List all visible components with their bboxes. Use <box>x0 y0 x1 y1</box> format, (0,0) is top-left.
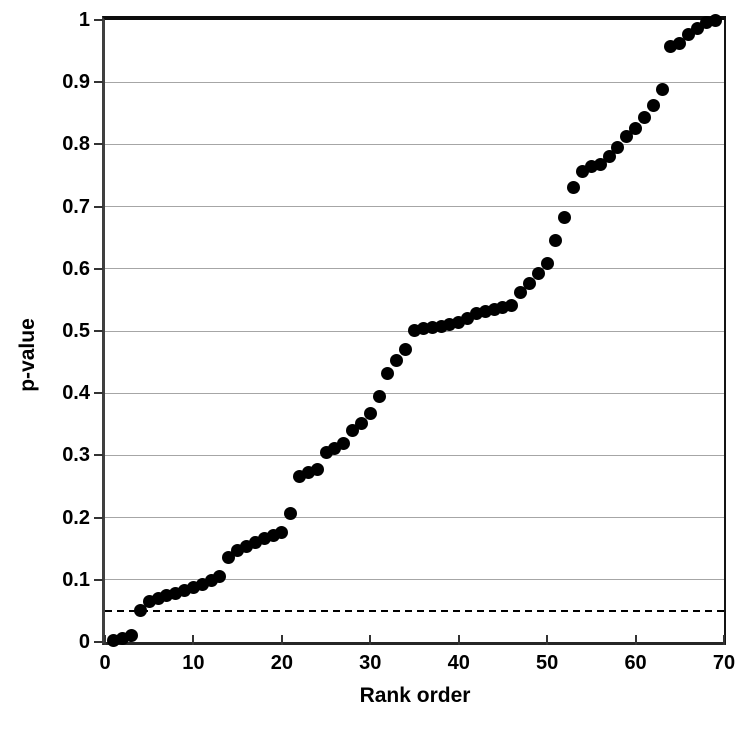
data-point <box>399 343 413 357</box>
y-axis-tick-label: 0.7 <box>62 195 90 218</box>
y-axis-tick <box>94 205 103 208</box>
horizontal-gridline <box>105 143 724 145</box>
x-axis-tick <box>457 635 460 645</box>
data-point <box>655 83 669 97</box>
y-axis-title: p-value <box>16 318 39 392</box>
y-axis-tick-label: 0.9 <box>62 71 90 94</box>
data-point <box>602 150 616 164</box>
plot-area <box>102 13 726 647</box>
data-point <box>363 407 377 421</box>
y-axis-tick-label: 0.5 <box>62 320 90 342</box>
data-point <box>593 157 607 171</box>
y-axis-tick <box>94 330 103 332</box>
y-axis-tick-label: 0.1 <box>62 568 90 591</box>
data-point <box>522 277 536 291</box>
y-axis-tick-label: 0.6 <box>62 257 90 280</box>
significance-threshold-line <box>105 609 724 612</box>
data-point <box>637 111 651 125</box>
data-point <box>275 526 289 540</box>
data-point <box>620 130 634 144</box>
x-axis-tick-label: 60 <box>624 652 647 674</box>
horizontal-gridline <box>105 81 724 83</box>
x-axis-tick <box>723 635 725 645</box>
y-axis-tick <box>94 81 103 84</box>
x-axis-tick <box>546 635 549 645</box>
data-point <box>310 462 324 476</box>
data-point <box>390 354 404 368</box>
data-point <box>549 234 563 248</box>
data-point <box>567 181 581 195</box>
data-point <box>540 257 554 271</box>
horizontal-gridline <box>105 392 724 394</box>
data-point <box>213 570 227 584</box>
data-point <box>629 121 643 135</box>
data-point <box>505 298 519 312</box>
y-axis-tick-label: 0.2 <box>62 506 90 529</box>
x-axis-tick <box>634 635 637 645</box>
y-axis-tick <box>94 641 103 643</box>
y-axis-tick <box>94 143 103 146</box>
x-axis-tick-label: 10 <box>182 652 205 674</box>
y-axis-tick <box>94 578 103 581</box>
y-axis-tick-label: 0.8 <box>62 133 90 156</box>
y-axis-tick <box>94 19 103 21</box>
horizontal-gridline <box>105 206 724 208</box>
horizontal-gridline <box>105 454 724 456</box>
y-axis-tick-label: 0 <box>78 631 90 653</box>
y-axis-tick-label: 1 <box>78 9 90 31</box>
data-point <box>133 604 147 618</box>
x-axis-tick-label: 50 <box>536 652 559 674</box>
x-axis-title: Rank order <box>359 684 471 707</box>
x-axis-tick <box>280 635 283 645</box>
x-axis-tick-label: 40 <box>447 652 470 674</box>
horizontal-gridline <box>105 268 724 270</box>
data-point <box>611 141 625 154</box>
x-axis-tick <box>369 635 372 645</box>
data-point <box>531 267 545 281</box>
data-point <box>708 13 722 27</box>
x-axis-tick <box>104 635 106 645</box>
data-point <box>372 389 386 403</box>
horizontal-gridline <box>105 517 724 519</box>
y-axis-tick <box>94 516 103 519</box>
data-point <box>354 417 368 431</box>
x-axis-tick-label: 0 <box>99 652 111 674</box>
y-axis-tick-label: 0.4 <box>62 382 90 405</box>
data-point <box>646 99 660 113</box>
x-axis-tick-label: 30 <box>359 652 382 674</box>
x-axis-tick-label: 20 <box>270 652 293 674</box>
x-axis-tick-label: 70 <box>712 652 736 674</box>
data-point <box>381 367 395 381</box>
y-axis-tick <box>94 454 103 457</box>
x-axis-tick <box>192 635 195 645</box>
y-axis-tick <box>94 392 103 395</box>
data-point <box>558 211 572 225</box>
data-point <box>284 507 298 521</box>
data-point <box>673 36 687 50</box>
y-axis-tick <box>94 267 103 270</box>
data-point <box>514 285 528 299</box>
data-point <box>125 629 139 643</box>
data-point <box>337 437 351 451</box>
y-axis-tick-label: 0.3 <box>62 444 90 467</box>
